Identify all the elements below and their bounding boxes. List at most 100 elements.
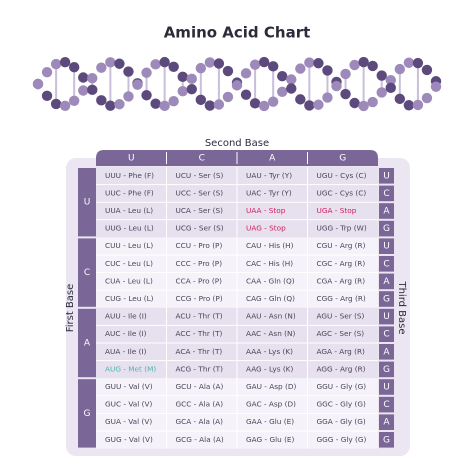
codon-cell: UCU - Ser (S): [176, 171, 224, 180]
codon-cell: CGA - Arg (R): [317, 276, 366, 285]
third-base-cell: [379, 326, 394, 342]
codon-cell: AGC - Ser (S): [317, 329, 365, 338]
third-base-letter: G: [383, 365, 390, 375]
helix-bead: [403, 100, 415, 111]
second-base-label: Second Base: [205, 138, 269, 149]
codon-cell: AAC - Asn (N): [246, 329, 295, 338]
third-base-cell: [379, 308, 394, 325]
codon-cell: CUU - Leu (L): [105, 241, 153, 250]
helix-bead: [195, 94, 207, 106]
codon-cell: GCG - Ala (A): [176, 435, 224, 444]
third-base-cell: [379, 273, 394, 290]
codon-cell: CAU - His (H): [246, 241, 294, 250]
helix-bead: [222, 91, 234, 103]
third-base-cell: [379, 344, 394, 360]
codon-cell: CAG - Gln (Q): [246, 294, 295, 303]
helix-bead: [412, 99, 424, 111]
codon-cell: GUA - Val (V): [105, 417, 152, 426]
third-base-letter: C: [383, 259, 389, 269]
codon-cell: UAG - Stop: [246, 224, 286, 233]
third-base-letter: G: [383, 224, 390, 234]
helix-bead: [258, 100, 270, 112]
helix-bead: [249, 98, 261, 109]
codon-cell: GCA - Ala (A): [176, 417, 224, 426]
codon-cell: CUA - Leu (L): [105, 276, 153, 285]
helix-bead: [403, 57, 415, 68]
helix-bead: [41, 66, 53, 78]
helix-bead: [68, 62, 80, 73]
helix-bead: [114, 58, 125, 69]
helix-bead: [96, 62, 107, 73]
helix-bead: [141, 90, 152, 101]
helix-bead: [358, 100, 369, 112]
helix-bead: [267, 96, 279, 107]
helix-bead: [141, 67, 152, 78]
third-base-letter: U: [383, 171, 390, 181]
helix-bead: [105, 100, 116, 111]
codon-cell: ACU - Thr (T): [176, 312, 223, 321]
third-base-cell: [379, 432, 394, 448]
third-base-cell: [379, 361, 394, 378]
codon-cell: ACA - Thr (T): [176, 347, 223, 356]
codon-cell: GUC - Val (V): [105, 400, 152, 409]
helix-bead: [340, 68, 351, 80]
third-base-cell: [379, 220, 394, 237]
codon-cell: GGU - Gly (G): [317, 382, 367, 391]
first-base-letter: U: [84, 198, 91, 208]
codon-cell: GUG - Val (V): [105, 435, 153, 444]
third-base-cell: [379, 203, 394, 219]
codon-cell: AGU - Ser (S): [317, 312, 365, 321]
third-base-cell: [379, 256, 394, 272]
dna-helix: [32, 56, 442, 112]
codon-cell: GAG - Glu (E): [246, 435, 295, 444]
codon-cell: GGG - Gly (G): [317, 435, 367, 444]
helix-bead: [267, 61, 279, 72]
codon-cell: AAA - Lys (K): [246, 347, 293, 356]
helix-bead: [159, 56, 170, 68]
codon-cell: AAU - Asn (N): [246, 312, 296, 321]
third-base-cell: [379, 168, 394, 184]
third-base-cell: [379, 396, 394, 413]
third-base-letter: A: [383, 277, 390, 287]
third-base-letter: U: [383, 383, 390, 393]
helix-bead: [177, 85, 188, 97]
codon-cell: UGU - Cys (C): [317, 171, 367, 180]
third-base-cell: [379, 238, 394, 254]
helix-bead: [168, 96, 179, 107]
codon-cell: GGC - Gly (G): [317, 400, 366, 409]
helix-bead: [204, 100, 216, 111]
third-base-cell: [379, 291, 394, 307]
helix-bead: [304, 57, 315, 68]
codon-cell: GUU - Val (V): [105, 382, 153, 391]
column-header: C: [199, 154, 205, 164]
helix-bead: [123, 91, 134, 102]
codon-cell: AGA - Arg (R): [317, 347, 366, 356]
helix-bead: [385, 74, 396, 86]
helix-bead: [367, 96, 378, 108]
third-base-cell: [379, 414, 394, 430]
codon-cell: UUA - Leu (L): [105, 206, 153, 215]
helix-bead: [304, 100, 315, 111]
codon-cell: CCG - Pro (P): [176, 294, 223, 303]
helix-bead: [150, 59, 161, 70]
helix-bead: [213, 58, 225, 69]
codon-cell: UCG - Ser (S): [176, 224, 224, 233]
codon-cell: CCA - Pro (P): [176, 276, 223, 285]
title: Amino Acid Chart: [164, 24, 311, 42]
helix-bead: [222, 65, 234, 77]
helix-bead: [168, 61, 179, 72]
third-base-letter: C: [383, 189, 389, 199]
first-base-letter: G: [84, 409, 91, 419]
third-base-label: Third Base: [396, 280, 407, 334]
third-base-cell: [379, 379, 394, 395]
helix-bead: [358, 56, 369, 68]
helix-bead: [249, 59, 261, 70]
first-base-cell: [78, 168, 96, 237]
codon-cell: UGC - Cys (C): [317, 188, 367, 197]
helix-bead: [421, 92, 433, 104]
helix-bead: [412, 57, 424, 69]
codon-cell: UUC - Phe (F): [105, 188, 154, 197]
codon-cell: CGG - Arg (R): [317, 294, 366, 303]
first-base-label: First Base: [65, 284, 76, 333]
codon-cell: GAU - Asp (D): [246, 382, 296, 391]
